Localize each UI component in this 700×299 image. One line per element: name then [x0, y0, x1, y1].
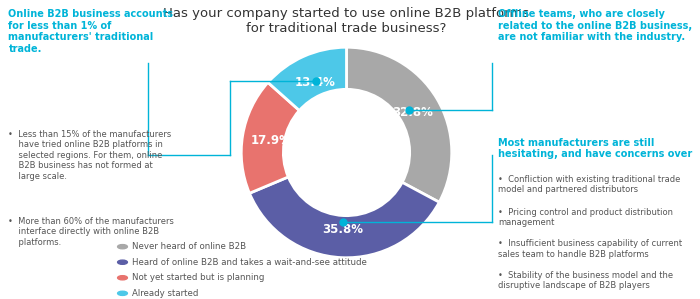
Wedge shape [241, 83, 300, 193]
Text: 17.9%: 17.9% [250, 134, 291, 147]
Text: Not yet started but is planning: Not yet started but is planning [132, 273, 265, 282]
Text: Online B2B business accounts
for less than 1% of
manufacturers' traditional
trad: Online B2B business accounts for less th… [8, 9, 174, 54]
Wedge shape [268, 47, 346, 110]
Text: •  Insufficient business capability of current
sales team to handle B2B platform: • Insufficient business capability of cu… [498, 239, 682, 259]
Text: •  Stability of the business model and the
disruptive landscape of B2B players: • Stability of the business model and th… [498, 271, 673, 290]
Text: Offline teams, who are closely
related to the online B2B business,
are not famil: Offline teams, who are closely related t… [498, 9, 692, 42]
Text: Never heard of online B2B: Never heard of online B2B [132, 242, 246, 251]
Text: •  Pricing control and product distribution
management: • Pricing control and product distributi… [498, 208, 673, 227]
Text: Has your company started to use online B2B platforms
for traditional trade busin: Has your company started to use online B… [163, 7, 530, 36]
Text: Already started: Already started [132, 289, 199, 298]
Text: •  More than 60% of the manufacturers
    interface directly with online B2B
   : • More than 60% of the manufacturers int… [8, 217, 174, 247]
Text: 13.4%: 13.4% [294, 76, 335, 89]
Wedge shape [249, 177, 440, 258]
Text: •  Confliction with existing traditional trade
model and partnered distributors: • Confliction with existing traditional … [498, 175, 681, 194]
Text: •  Less than 15% of the manufacturers
    have tried online B2B platforms in
   : • Less than 15% of the manufacturers hav… [8, 130, 172, 181]
Text: 32.8%: 32.8% [392, 106, 433, 120]
Wedge shape [346, 47, 452, 202]
Text: Most manufacturers are still
hesitating, and have concerns over: Most manufacturers are still hesitating,… [498, 138, 692, 159]
Text: Heard of online B2B and takes a wait-and-see attitude: Heard of online B2B and takes a wait-and… [132, 258, 368, 267]
Text: 35.8%: 35.8% [323, 223, 363, 236]
